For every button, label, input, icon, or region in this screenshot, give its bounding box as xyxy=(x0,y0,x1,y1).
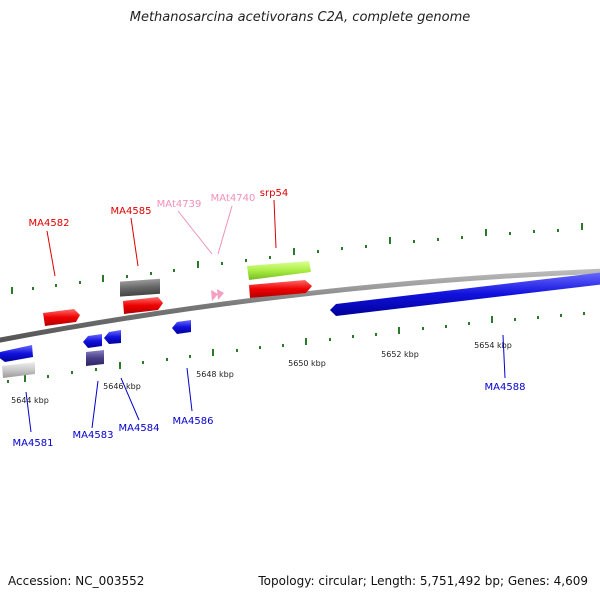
gene-label-ma4581[interactable]: MA4581 xyxy=(13,438,54,449)
gene-ma4586[interactable] xyxy=(172,320,191,334)
gene-label-mat4739[interactable]: MAt4739 xyxy=(157,199,202,210)
gene-mat4739[interactable] xyxy=(211,290,218,301)
label-connectors xyxy=(25,199,506,433)
gene-ma4583-purple[interactable] xyxy=(86,350,104,366)
gene-label-ma4585[interactable]: MA4585 xyxy=(111,206,152,217)
gene-ma4581[interactable] xyxy=(0,345,33,362)
gene-label-ma4588[interactable]: MA4588 xyxy=(485,382,526,393)
gene-label-ma4582[interactable]: MA4582 xyxy=(29,218,70,229)
genome-backbone xyxy=(0,268,600,343)
gene-ma4583[interactable] xyxy=(83,334,102,348)
scale-label: 5654 kbp xyxy=(474,341,512,350)
scale-label: 5650 kbp xyxy=(288,359,326,368)
top-tick-row xyxy=(11,223,583,294)
scale-label: 5646 kbp xyxy=(103,382,141,391)
gene-ma4582[interactable] xyxy=(43,309,80,326)
scale-label: 5648 kbp xyxy=(196,370,234,379)
gene-label-ma4584[interactable]: MA4584 xyxy=(119,423,160,434)
gene-srp54[interactable] xyxy=(249,280,312,298)
gene-ma4585-grey[interactable] xyxy=(120,278,160,297)
forward-strand-features xyxy=(43,261,312,326)
gene-label-ma4583[interactable]: MA4583 xyxy=(73,430,114,441)
bottom-tick-row xyxy=(7,312,585,383)
gene-label-srp54[interactable]: srp54 xyxy=(260,188,288,199)
gene-ma4584[interactable] xyxy=(104,330,121,344)
gene-label-ma4586[interactable]: MA4586 xyxy=(173,416,214,427)
scale-label: 5652 kbp xyxy=(381,350,419,359)
gene-label-mat4740[interactable]: MAt4740 xyxy=(211,193,256,204)
reverse-strand-features xyxy=(0,272,600,378)
gene-srp54-rna[interactable] xyxy=(247,261,311,280)
gene-mat4740[interactable] xyxy=(217,289,224,300)
gene-ma4581-grey[interactable] xyxy=(2,362,35,378)
topology-label: Topology: circular; Length: 5,751,492 bp… xyxy=(258,574,588,588)
genome-title: Methanosarcina acetivorans C2A, complete… xyxy=(129,10,471,25)
accession-label: Accession: NC_003552 xyxy=(8,574,145,588)
scale-label: 5644 kbp xyxy=(11,396,49,405)
gene-ma4585[interactable] xyxy=(123,297,163,314)
gene-ma4588[interactable] xyxy=(330,272,600,316)
